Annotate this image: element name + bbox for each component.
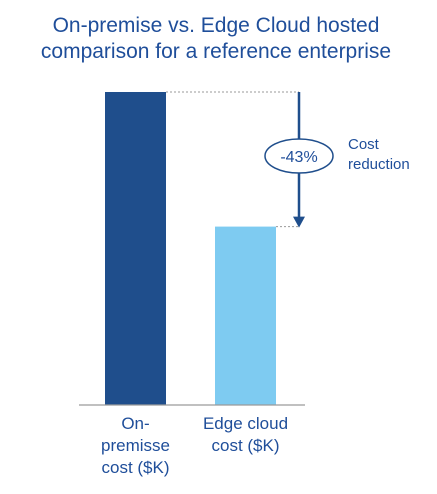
bar-1 (215, 226, 276, 405)
bars-group (105, 92, 276, 405)
category-label-0-line-0: On- (121, 414, 149, 433)
category-label-1-line-0: Edge cloud (203, 414, 288, 433)
reduction-badge (264, 138, 334, 174)
reduction-label-line-0: Cost (348, 136, 380, 153)
chart-title-line-2: comparison for a reference enterprise (41, 40, 391, 63)
cost-reduction-annotation: -43% Cost reduction (166, 91, 410, 228)
bar-0 (105, 92, 166, 405)
chart-title: On-premise vs. Edge Cloud hosted compari… (41, 14, 391, 63)
category-labels: On-premisse cost ($K) Edge cloud cost ($K) (101, 414, 288, 477)
reduction-arrow-head (293, 216, 305, 228)
category-label-0-line-1: premisse (101, 436, 170, 455)
chart-title-line-1: On-premise vs. Edge Cloud hosted (53, 14, 380, 37)
reduction-badge-text: -43% (280, 149, 317, 166)
category-label-0-line-2: cost ($K) (101, 458, 169, 477)
reduction-label-line-1: reduction (348, 156, 410, 173)
category-label-1-line-1: cost ($K) (211, 436, 279, 455)
